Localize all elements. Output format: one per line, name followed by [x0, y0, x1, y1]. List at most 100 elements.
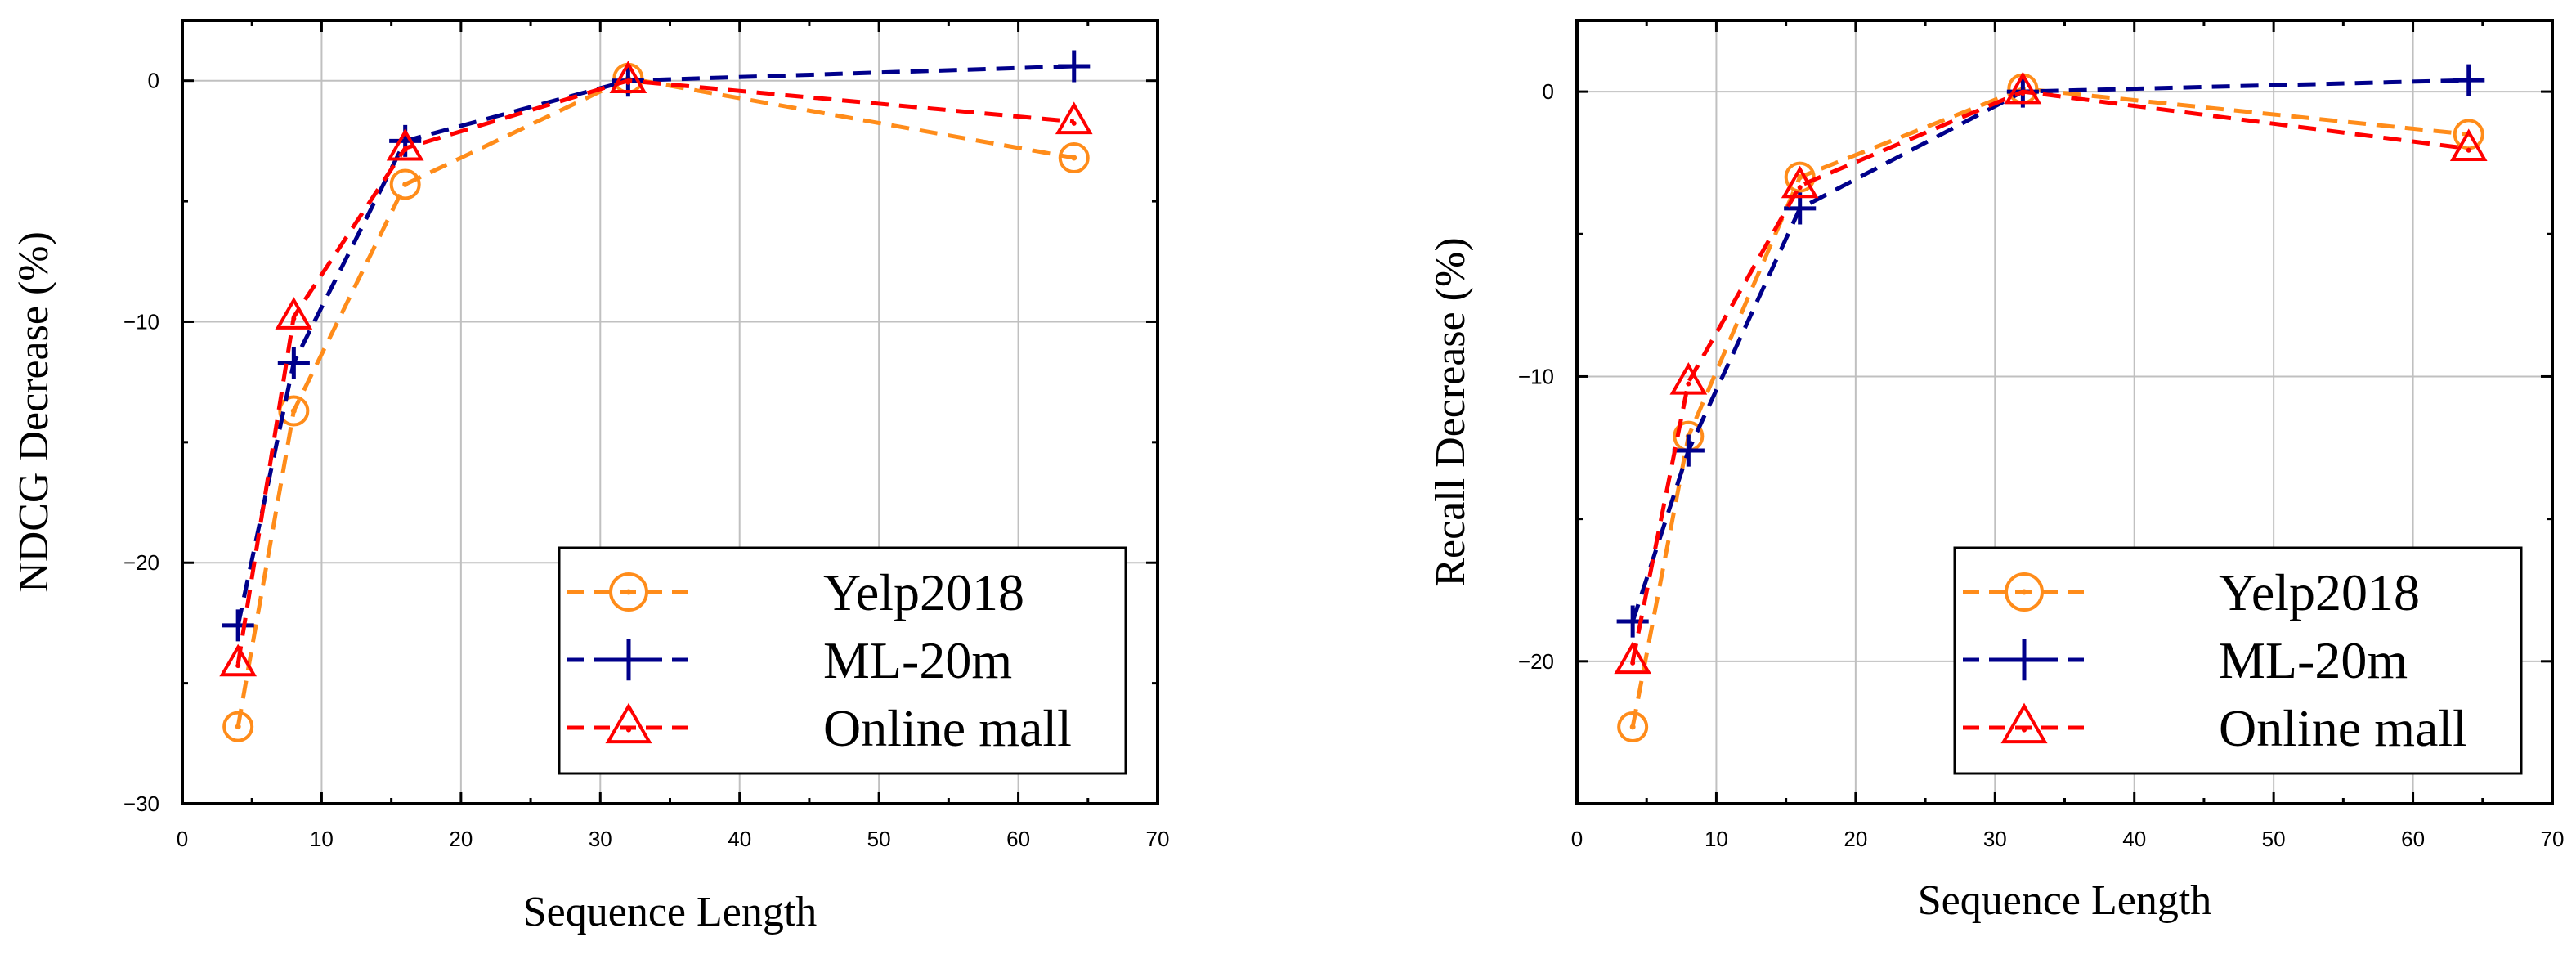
marker-center-dot [1629, 724, 1636, 730]
data-point [1614, 641, 1652, 675]
marker-triangle [2004, 71, 2042, 105]
marker-triangle [1055, 101, 1093, 135]
marker-ring [222, 711, 254, 742]
legend-entry: Online mall [567, 699, 1072, 757]
marker-center-dot [402, 181, 409, 187]
marker-center-dot [235, 724, 241, 730]
marker-ring [278, 395, 310, 427]
data-point [609, 61, 647, 93]
data-point [2453, 64, 2485, 96]
data-point [275, 297, 313, 330]
series-online-mall [1614, 71, 2488, 675]
marker-center-dot [1686, 381, 1691, 387]
series-online-mall [219, 61, 1093, 677]
legend-box [558, 546, 1127, 775]
legend-entry: ML-20m [567, 631, 1012, 689]
data-point [222, 609, 254, 642]
x-tick-label: 70 [2541, 827, 2565, 851]
marker-center-dot [1630, 660, 1636, 666]
x-axis-title: Sequence Length [523, 889, 818, 935]
y-tick-label: −10 [1518, 364, 1554, 388]
x-tick-label: 10 [310, 827, 334, 851]
ndcg-decrease-chart: 0 10 20 30 40 50 60 70 −30 −20 −10 0 Sequence Length… [11, 19, 1170, 935]
x-tick-label: 60 [2401, 827, 2425, 851]
legend-marker [2003, 639, 2045, 681]
legend-marker [2005, 572, 2044, 612]
y-tick-label: −20 [123, 550, 159, 575]
ticks: 0 10 20 30 40 50 60 70 −20 −10 0 [1518, 20, 2565, 851]
ticks: 0 10 20 30 40 50 60 70 −30 −20 −10 0 [123, 20, 1170, 851]
marker-center-dot [2022, 727, 2027, 733]
series-line [235, 64, 1074, 626]
marker-ring [389, 168, 421, 200]
y-axis-title: Recall Decrease (%) [1427, 237, 1474, 586]
data-point [1781, 165, 1819, 199]
y-axis-title: NDCG Decrease (%) [11, 231, 57, 593]
x-tick-label: 0 [1571, 827, 1583, 851]
y-tick-label: 0 [148, 69, 159, 93]
marker-center-dot [625, 79, 631, 85]
marker-center-dot [626, 727, 631, 733]
marker-triangle [275, 297, 313, 330]
series-line [1630, 78, 2469, 622]
marker-center-dot [1071, 155, 1077, 161]
marker-center-dot [2021, 589, 2027, 595]
x-tick-label: 30 [589, 827, 612, 851]
marker-triangle [609, 61, 647, 93]
x-tick-label: 0 [177, 827, 188, 851]
marker-center-dot [2466, 147, 2471, 153]
marker-triangle [2449, 128, 2488, 162]
legend-label: ML-20m [823, 631, 1012, 689]
x-tick-label: 60 [1006, 827, 1030, 851]
y-tick-label: −30 [123, 791, 159, 816]
legend-label: ML-20m [2219, 631, 2408, 689]
marker-triangle [1669, 362, 1708, 395]
series-layer [1614, 64, 2488, 742]
y-tick-label: −20 [1518, 649, 1554, 674]
x-tick-label: 50 [2262, 827, 2286, 851]
x-tick-label: 10 [1705, 827, 1728, 851]
y-tick-label: −10 [123, 309, 159, 334]
marker-ring [2005, 572, 2044, 612]
x-tick-label: 40 [2122, 827, 2146, 851]
legend-marker [609, 572, 648, 612]
x-axis-title: Sequence Length [1918, 877, 2212, 924]
data-point [2449, 128, 2488, 162]
data-point [1669, 362, 1708, 395]
marker-center-dot [235, 663, 241, 669]
legend-label: Yelp2018 [2219, 563, 2420, 621]
legend-entry: Online mall [1963, 699, 2467, 757]
data-point [389, 168, 421, 200]
data-point [1617, 711, 1649, 742]
data-point [1058, 142, 1090, 174]
data-point [1784, 161, 1816, 193]
marker-center-dot [1797, 174, 1803, 181]
marker-triangle [219, 643, 258, 677]
legend-marker [2000, 702, 2048, 744]
marker-center-dot [2020, 91, 2026, 96]
data-point [278, 395, 310, 427]
marker-center-dot [1071, 120, 1077, 126]
marker-center-dot [290, 408, 297, 415]
marker-ring [609, 572, 648, 612]
data-point [277, 347, 310, 379]
legend-marker [607, 639, 650, 681]
legend-marker [605, 702, 652, 744]
data-point [1055, 101, 1093, 135]
data-point [1672, 434, 1705, 467]
marker-center-dot [625, 589, 632, 595]
marker-center-dot [402, 147, 408, 153]
data-point [222, 711, 254, 742]
legend: Yelp2018 ML-20m Online mall [1953, 546, 2523, 775]
x-tick-label: 70 [1146, 827, 1170, 851]
data-point [219, 643, 258, 677]
data-point [1616, 605, 1649, 638]
x-tick-label: 50 [867, 827, 891, 851]
marker-center-dot [1797, 185, 1803, 191]
marker-triangle [1614, 641, 1652, 675]
series-line [1630, 89, 2470, 662]
legend-entry: Yelp2018 [567, 563, 1024, 621]
marker-center-dot [291, 316, 297, 321]
legend-label: Yelp2018 [823, 563, 1024, 621]
